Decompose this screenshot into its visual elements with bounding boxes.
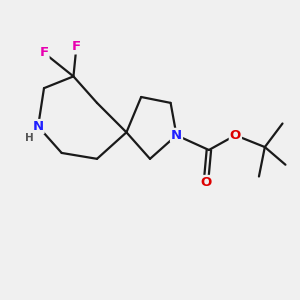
Text: N: N: [171, 129, 182, 142]
Text: N: N: [32, 120, 44, 133]
Text: F: F: [72, 40, 81, 53]
Text: H: H: [26, 133, 34, 142]
Text: O: O: [200, 176, 211, 189]
Text: O: O: [230, 129, 241, 142]
Text: F: F: [39, 46, 49, 59]
